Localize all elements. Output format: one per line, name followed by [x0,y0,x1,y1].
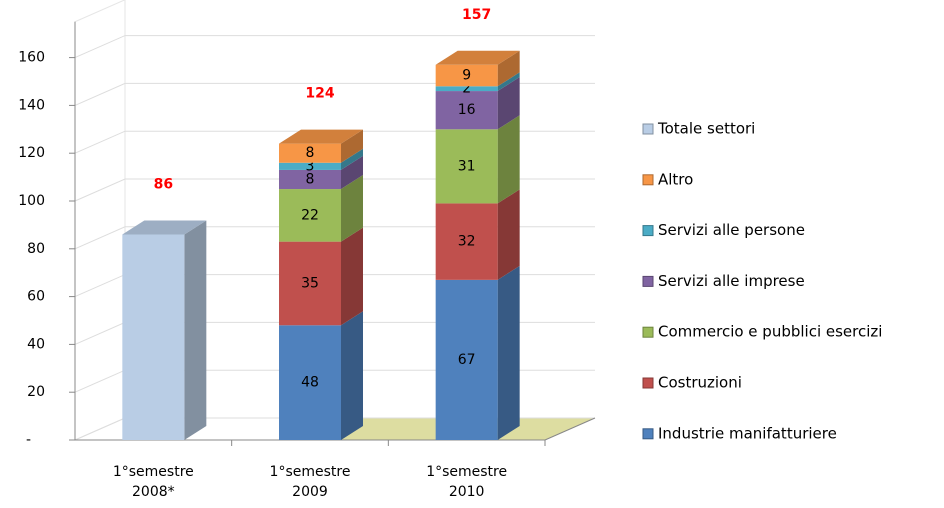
legend-swatch [642,428,654,440]
legend-label: Commercio e pubblici esercizi [658,323,882,341]
bar-side [341,175,363,242]
segment-label: 16 [458,102,476,118]
x-tick-label: 1°semestre 2010 [426,464,508,500]
bar-side [497,50,520,87]
bar-top [435,50,520,65]
legend-label: Industrie manifatturiere [658,424,837,442]
legend-label: Totale settori [657,120,755,138]
segment-label: 3 [306,158,315,174]
bar-top [279,129,363,144]
legend-swatch [642,174,654,186]
bar-segment [435,86,498,92]
bar-top [122,220,207,235]
y-tick-label: 140 [18,97,45,113]
legend-swatch [642,123,654,135]
bar-side [497,189,520,280]
bar-segment [122,234,185,440]
bar-side [497,72,520,92]
legend-swatch [642,326,654,338]
x-tick-label: 1°semestre 2008* [112,464,194,500]
bar-segment [279,162,341,170]
y-tick-label: 120 [18,145,45,161]
segment-label: 48 [301,375,319,391]
total-label: 124 [305,86,334,102]
bar-side [341,227,363,326]
grid-line [74,35,595,59]
legend-label: Costruzioni [658,374,742,392]
segment-label: 32 [458,234,476,250]
bar-side [497,115,520,204]
bar-side [341,148,363,170]
segment-label: 2 [462,81,471,97]
bar-segment [279,169,341,190]
y-tick-label: - [26,432,31,448]
legend-label: Servizi alle persone [658,221,805,239]
y-tick-label: 20 [27,384,45,400]
bar-segment [435,279,498,440]
segment-label: 67 [458,352,476,368]
segment-label: 9 [462,68,471,84]
bar-side [184,220,207,440]
legend-label: Altro [658,170,693,188]
bar-side [341,311,363,440]
x-tick-label: 1°semestre 2009 [269,464,351,500]
bar-segment [435,91,498,130]
bar-segment [435,129,498,204]
bar-side [497,265,520,440]
bar-side [341,129,363,163]
bar-segment [279,189,341,242]
segment-label: 35 [301,275,319,291]
bar-segment [435,203,498,280]
segment-label: 31 [458,158,476,174]
total-label: 157 [462,7,491,23]
y-tick-label: 60 [27,289,45,305]
segment-label: 8 [306,171,315,187]
segment-label: 8 [306,145,315,161]
legend-swatch [642,225,654,237]
legend-label: Servizi alle imprese [658,272,805,290]
bar-segment [279,325,341,440]
x-axis-depth [544,417,596,441]
legend-swatch [642,377,654,389]
y-tick-label: 100 [18,193,45,209]
y-tick-label: 40 [27,336,45,352]
y-tick-label: 80 [27,241,45,257]
y-tick-label: 160 [18,50,45,66]
legend-swatch [642,275,654,287]
segment-label: 22 [301,207,319,223]
total-label: 86 [154,176,173,192]
bar-side [497,77,520,130]
bar-segment [435,64,498,87]
bar-side [341,155,363,190]
bar-segment [279,241,341,326]
bar-segment [279,143,341,163]
